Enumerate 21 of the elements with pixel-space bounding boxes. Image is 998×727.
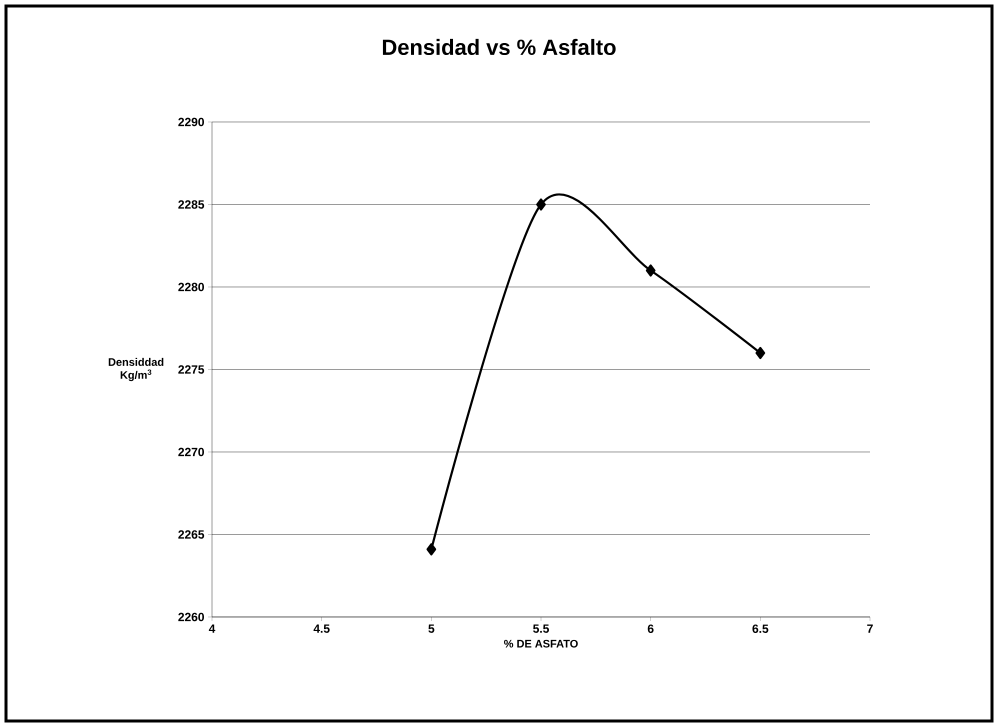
point <box>536 198 546 211</box>
y-tick-label: 2270 <box>178 448 204 456</box>
x-tick-label: 5 <box>428 624 434 633</box>
point <box>755 346 766 360</box>
y-tick-label: 2265 <box>178 530 204 539</box>
x-tick-label: 6.5 <box>752 624 768 633</box>
y-axis-title: Densiddad Kg/m$^{3}$ <box>108 358 164 382</box>
y-tick-label: 2260 <box>178 612 204 622</box>
point <box>426 543 436 556</box>
point <box>646 264 656 277</box>
x-axis-title: % DE ASFATO <box>504 640 578 648</box>
x-tick-label: 4 <box>208 624 216 633</box>
y-tick-label: 2275 <box>178 365 204 374</box>
y-tick-label: 2285 <box>178 200 204 209</box>
y-tick-label: 2280 <box>178 282 204 292</box>
y-tick-label: 2290 <box>178 118 204 126</box>
x-tick-label: 4.5 <box>314 624 330 633</box>
x-tick-label: 5.5 <box>533 624 549 633</box>
x-tick-label: 7 <box>867 624 873 633</box>
x-tick-label: 6 <box>648 624 654 633</box>
chart-title: Densidad vs % Asfalto <box>382 38 616 56</box>
